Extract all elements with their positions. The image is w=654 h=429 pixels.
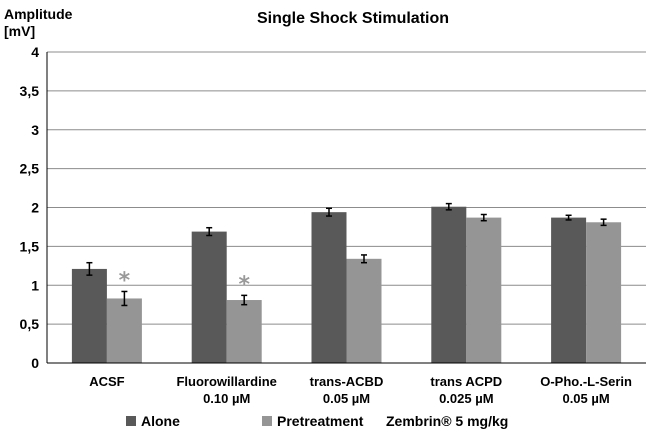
- legend-swatch-pretreatment: [262, 416, 272, 426]
- y-tick-label: 3: [31, 122, 39, 138]
- labels: 0 0,5 1 1,5 2 2,5 3 3,5 4 ACSF Fluorowillardine 0.1…: [4, 6, 632, 406]
- significance-asterisk: *: [119, 268, 131, 293]
- legend-swatch-alone: [126, 416, 136, 426]
- y-tick-label: 1: [31, 277, 39, 293]
- x-tick-label: 0.10 µM: [203, 391, 250, 406]
- significance-asterisk: *: [238, 272, 250, 297]
- legend-note: Zembrin® 5 mg/kg: [386, 413, 508, 429]
- bar-pretreatment: [466, 217, 502, 363]
- y-axis-label: [mV]: [4, 23, 35, 39]
- y-tick-label: 0: [31, 355, 39, 371]
- y-tick-label: 2: [31, 200, 39, 216]
- bar-alone: [431, 206, 467, 363]
- y-tick-label: 1,5: [20, 238, 40, 254]
- legend-label-pretreatment: Pretreatment: [277, 413, 364, 429]
- y-tick-label: 0,5: [20, 316, 40, 332]
- legend: Alone Pretreatment Zembrin® 5 mg/kg: [126, 413, 508, 429]
- bar-alone: [191, 231, 227, 363]
- bar-alone: [311, 212, 347, 363]
- x-tick-label: 0.05 µM: [323, 391, 370, 406]
- y-axis-label: Amplitude: [4, 6, 73, 22]
- axes: [46, 52, 646, 364]
- bar-alone: [71, 268, 107, 363]
- x-tick-label: O-Pho.-L-Serin: [540, 374, 632, 389]
- bar-pretreatment: [586, 222, 622, 363]
- y-tick-label: 2,5: [20, 161, 40, 177]
- bar-alone: [551, 217, 587, 363]
- bar-pretreatment: [226, 300, 262, 363]
- x-tick-label: trans-ACBD: [310, 374, 384, 389]
- x-tick-label: Fluorowillardine: [176, 374, 276, 389]
- bar-pretreatment: [106, 298, 142, 363]
- x-tick-label: 0.025 µM: [439, 391, 493, 406]
- x-tick-label: trans ACPD: [430, 374, 502, 389]
- x-tick-label: ACSF: [89, 374, 124, 389]
- y-tick-label: 4: [31, 44, 39, 60]
- legend-label-alone: Alone: [141, 413, 180, 429]
- x-tick-label: 0.05 µM: [562, 391, 609, 406]
- bar-pretreatment: [346, 258, 382, 363]
- y-tick-label: 3,5: [20, 83, 40, 99]
- chart-title: Single Shock Stimulation: [257, 10, 449, 27]
- bars: [71, 202, 622, 363]
